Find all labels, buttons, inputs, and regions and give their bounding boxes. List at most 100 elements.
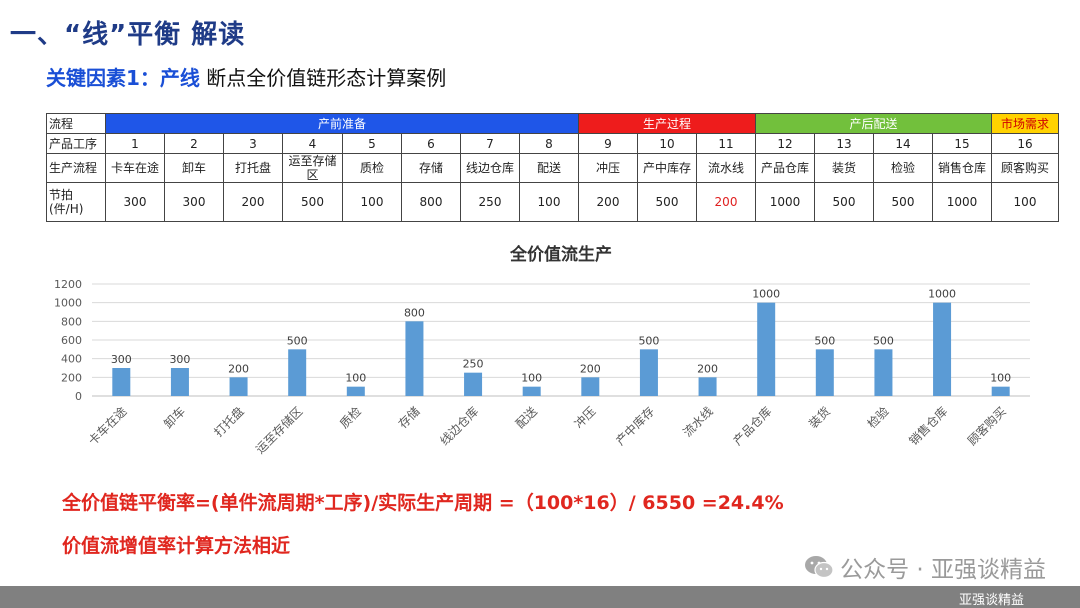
data-label: 500	[287, 334, 308, 347]
x-tick-label: 质检	[336, 404, 364, 432]
step-number-cell: 14	[873, 133, 933, 154]
step-number-cell: 8	[519, 133, 579, 154]
step-number-cell: 13	[814, 133, 874, 154]
process-name-cell: 冲压	[578, 153, 638, 183]
takt-cell: 100	[991, 182, 1059, 222]
takt-cell: 1000	[932, 182, 992, 222]
step-number-cell: 7	[460, 133, 520, 154]
footer-bar: 亚强谈精益	[0, 586, 1080, 608]
data-label: 200	[697, 362, 718, 375]
chart-title: 全价值流生产	[509, 244, 612, 265]
y-tick-label: 200	[61, 371, 82, 384]
y-tick-label: 800	[61, 315, 82, 328]
step-number-cell: 15	[932, 133, 992, 154]
step-row: 产品工序 1 2 3 4 5 6 7 8 9 10 11 12 13 14 15 16	[46, 133, 1059, 154]
x-tick-label: 产中库存	[613, 404, 658, 449]
balance-rate-formula: 全价值链平衡率=(单件流周期*工序)/实际生产周期 =（100*16）/ 655…	[62, 492, 784, 514]
bar	[405, 321, 424, 396]
takt-cell: 500	[814, 182, 874, 222]
takt-cell: 300	[164, 182, 224, 222]
step-number-cell: 3	[223, 133, 283, 154]
step-number-cell: 9	[578, 133, 638, 154]
process-name-cell: 卸车	[164, 153, 224, 183]
row-label: 流程	[46, 113, 106, 134]
data-label: 300	[111, 353, 132, 366]
x-tick-label: 配送	[512, 404, 540, 432]
bar	[112, 368, 131, 396]
value-stream-chart: 全价值流生产 0 200 400 600 800 1000 1200 300 卡车在途 300 卸车 2…	[40, 236, 1040, 476]
y-tick-label: 600	[61, 334, 82, 347]
process-name-cell: 装货	[814, 153, 874, 183]
row-label: 产品工序	[46, 133, 106, 154]
step-number-cell: 2	[164, 133, 224, 154]
data-label: 200	[580, 362, 601, 375]
bar	[874, 349, 893, 396]
process-name-cell: 产中库存	[637, 153, 697, 183]
takt-cell: 500	[282, 182, 343, 222]
page-subtitle: 关键因素1：产线 断点全价值链形态计算案例	[46, 62, 446, 91]
data-label: 300	[169, 353, 190, 366]
takt-row: 节拍(件/H) 300 300 200 500 100 800 250 100 200 500 200…	[46, 182, 1059, 222]
data-label: 1000	[928, 288, 956, 301]
row-label: 生产流程	[46, 153, 106, 183]
process-name-cell: 配送	[519, 153, 579, 183]
subtitle-key: 关键因素1：产线	[46, 66, 200, 90]
phase-row: 流程 产前准备 生产过程 产后配送 市场需求	[46, 113, 1059, 134]
x-tick-label: 卸车	[160, 404, 188, 432]
takt-cell: 200	[578, 182, 638, 222]
phase-cell: 生产过程	[578, 113, 756, 134]
x-tick-label: 装货	[805, 404, 833, 432]
takt-cell: 250	[460, 182, 520, 222]
step-number-cell: 12	[755, 133, 815, 154]
process-flow-table: 流程 产前准备 生产过程 产后配送 市场需求 产品工序 1 2 3 4 5 6 7 8 9 10 11 12 13 1…	[46, 113, 1059, 222]
x-tick-label: 打托盘	[211, 404, 247, 440]
step-number-cell: 16	[991, 133, 1059, 154]
takt-cell: 300	[105, 182, 165, 222]
step-number-cell: 10	[637, 133, 697, 154]
data-label: 100	[990, 372, 1011, 385]
process-name-cell: 销售仓库	[932, 153, 992, 183]
process-row: 生产流程 卡车在途 卸车 打托盘 运至存储区 质检 存储 线边仓库 配送 冲压 产中库存 流水线 产品仓…	[46, 153, 1059, 183]
takt-cell: 500	[873, 182, 933, 222]
takt-cell: 200	[223, 182, 283, 222]
step-number-cell: 4	[282, 133, 343, 154]
chart-svg: 全价值流生产 0 200 400 600 800 1000 1200 300 卡车在途 300 卸车 2…	[54, 244, 1030, 457]
data-label: 500	[873, 334, 894, 347]
bar	[581, 377, 600, 396]
y-tick-label: 400	[61, 353, 82, 366]
step-number-cell: 6	[401, 133, 461, 154]
phase-cell: 市场需求	[991, 113, 1059, 134]
x-tick-label: 流水线	[680, 404, 715, 439]
bar	[229, 377, 248, 396]
process-name-cell: 存储	[401, 153, 461, 183]
process-name-cell: 质检	[342, 153, 402, 183]
process-name-cell: 打托盘	[223, 153, 283, 183]
process-name-cell: 运至存储区	[282, 153, 343, 183]
step-number-cell: 11	[696, 133, 756, 154]
bar	[933, 302, 952, 396]
data-label: 500	[638, 334, 659, 347]
page-title: 一、“线”平衡 解读	[10, 20, 246, 50]
subtitle-rest: 断点全价值链形态计算案例	[206, 66, 447, 90]
data-label: 250	[463, 358, 484, 371]
y-tick-label: 1200	[54, 278, 82, 291]
x-tick-label: 冲压	[571, 404, 599, 432]
x-tick-label: 线边仓库	[437, 404, 482, 449]
phase-cell: 产后配送	[755, 113, 992, 134]
takt-cell: 200	[696, 182, 756, 222]
takt-cell: 1000	[755, 182, 815, 222]
wechat-account-text: 公众号 · 亚强谈精益	[840, 557, 1046, 583]
value-add-note: 价值流增值率计算方法相近	[62, 535, 291, 557]
process-name-cell: 顾客购买	[991, 153, 1059, 183]
wechat-icon	[805, 556, 834, 579]
process-name-cell: 流水线	[696, 153, 756, 183]
bar	[522, 386, 541, 396]
step-number-cell: 5	[342, 133, 402, 154]
bar	[815, 349, 834, 396]
step-number-cell: 1	[105, 133, 165, 154]
x-tick-label: 卡车在途	[85, 404, 130, 449]
takt-cell: 100	[519, 182, 579, 222]
process-name-cell: 卡车在途	[105, 153, 165, 183]
data-label: 100	[345, 372, 366, 385]
bar	[346, 386, 365, 396]
